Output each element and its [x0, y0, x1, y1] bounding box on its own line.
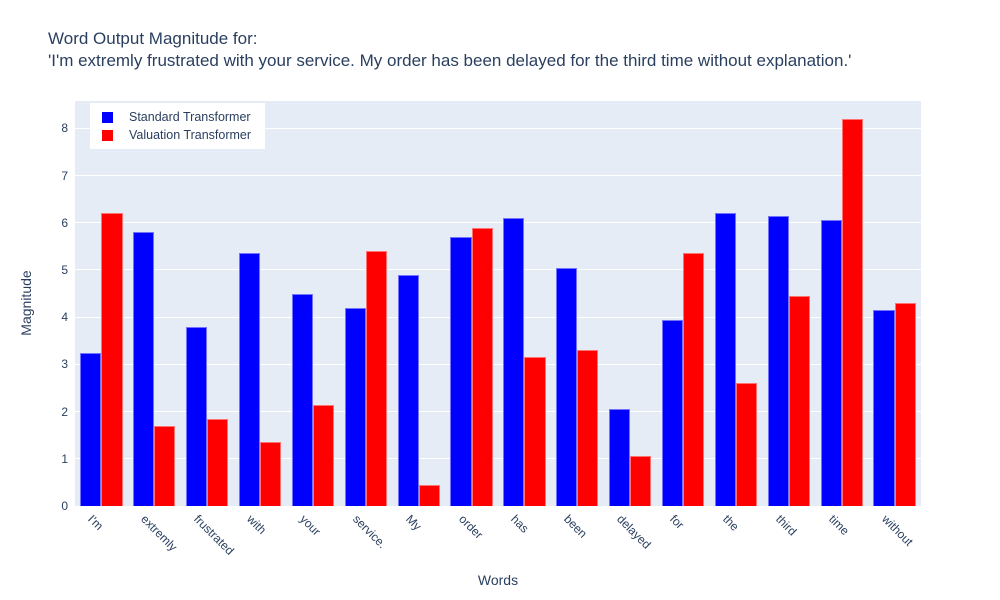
bar-valuation-transformer-your [312, 404, 335, 506]
bar-standard-transformer-order [450, 236, 472, 506]
bar-standard-transformer-without [873, 310, 895, 506]
y-tick-label: 2 [61, 404, 68, 419]
x-tick-label: extremly [138, 512, 181, 554]
plot-area [75, 101, 921, 506]
chart-title-line2: 'I'm extremly frustrated with your servi… [48, 51, 852, 70]
bar-valuation-transformer-service [365, 251, 387, 506]
bar-valuation-transformer-the [735, 383, 758, 506]
legend-item-valuation-transformer[interactable]: Valuation Transformer [102, 128, 251, 142]
bar-valuation-transformer-im [101, 213, 123, 506]
gridline-y6 [75, 222, 921, 224]
bar-valuation-transformer-extremly [154, 425, 176, 506]
bar-standard-transformer-been [556, 267, 578, 506]
valuation-transformer-swatch-icon [102, 129, 113, 141]
bar-standard-transformer-my [397, 274, 419, 506]
bar-standard-transformer-for [661, 319, 684, 506]
chart-title: Word Output Magnitude for: 'I'm extremly… [48, 28, 851, 72]
bar-standard-transformer-frustrated [186, 326, 208, 506]
chart-title-line1: Word Output Magnitude for: [48, 29, 258, 48]
x-tick-label: your [297, 512, 324, 539]
y-tick-label: 6 [61, 215, 68, 230]
x-tick-label: been [561, 512, 591, 541]
bar-standard-transformer-extremly [133, 232, 155, 506]
bar-standard-transformer-delayed [609, 409, 631, 506]
x-tick-label: delayed [614, 512, 654, 552]
bar-standard-transformer-has [503, 218, 525, 506]
bar-standard-transformer-third [767, 215, 789, 506]
y-tick-label: 8 [61, 121, 68, 136]
legend-label: Valuation Transformer [129, 128, 252, 142]
bar-valuation-transformer-third [788, 295, 810, 506]
x-tick-label: third [772, 512, 800, 539]
bar-valuation-transformer-delayed [630, 456, 652, 506]
x-tick-label: without [878, 512, 916, 549]
bar-valuation-transformer-frustrated [207, 418, 229, 506]
gridline-y4 [75, 316, 921, 318]
gridline-y3 [75, 363, 921, 365]
bar-standard-transformer-your [291, 293, 313, 506]
y-tick-label: 5 [61, 262, 68, 277]
y-tick-label: 0 [61, 499, 68, 513]
y-tick-label: 4 [61, 310, 68, 325]
bar-standard-transformer-service [344, 307, 366, 506]
bar-valuation-transformer-has [524, 357, 546, 506]
gridline-y8 [75, 127, 921, 129]
standard-transformer-swatch-icon [102, 111, 113, 123]
y-tick-label: 3 [61, 357, 68, 372]
bar-valuation-transformer-with [260, 442, 282, 506]
bar-standard-transformer-time [820, 220, 842, 506]
x-tick-label: service. [349, 512, 390, 552]
bar-valuation-transformer-been [577, 350, 599, 506]
x-axis-title: Words [477, 572, 519, 588]
x-tick-label: I'm [85, 512, 107, 533]
y-axis-title: Magnitude [18, 270, 34, 336]
bar-valuation-transformer-without [894, 303, 916, 506]
x-tick-label: My [402, 512, 425, 534]
x-tick-label: time [825, 512, 852, 538]
bar-valuation-transformer-time [841, 118, 863, 506]
y-tick-label: 1 [61, 451, 68, 466]
legend-item-standard-transformer[interactable]: Standard Transformer [102, 110, 251, 124]
gridline-y1 [75, 458, 921, 460]
x-tick-label: the [720, 512, 742, 534]
bar-valuation-transformer-my [418, 484, 440, 506]
bar-valuation-transformer-order [471, 227, 493, 506]
x-tick-label: for [667, 512, 687, 532]
y-tick-label: 7 [61, 168, 68, 183]
legend: Standard Transformer Valuation Transform… [90, 103, 266, 149]
x-tick-label: order [455, 512, 486, 542]
gridline-y7 [75, 175, 921, 177]
bar-valuation-transformer-for [683, 253, 705, 506]
bar-standard-transformer-the [714, 213, 736, 506]
x-tick-label: with [244, 512, 270, 537]
bar-standard-transformer-with [238, 253, 261, 506]
x-tick-label: frustrated [191, 512, 238, 558]
legend-label: Standard Transformer [129, 110, 251, 124]
gridline-y5 [75, 269, 921, 271]
x-tick-label: has [508, 512, 533, 536]
gridline-y2 [75, 411, 921, 413]
bar-standard-transformer-im [80, 352, 102, 506]
